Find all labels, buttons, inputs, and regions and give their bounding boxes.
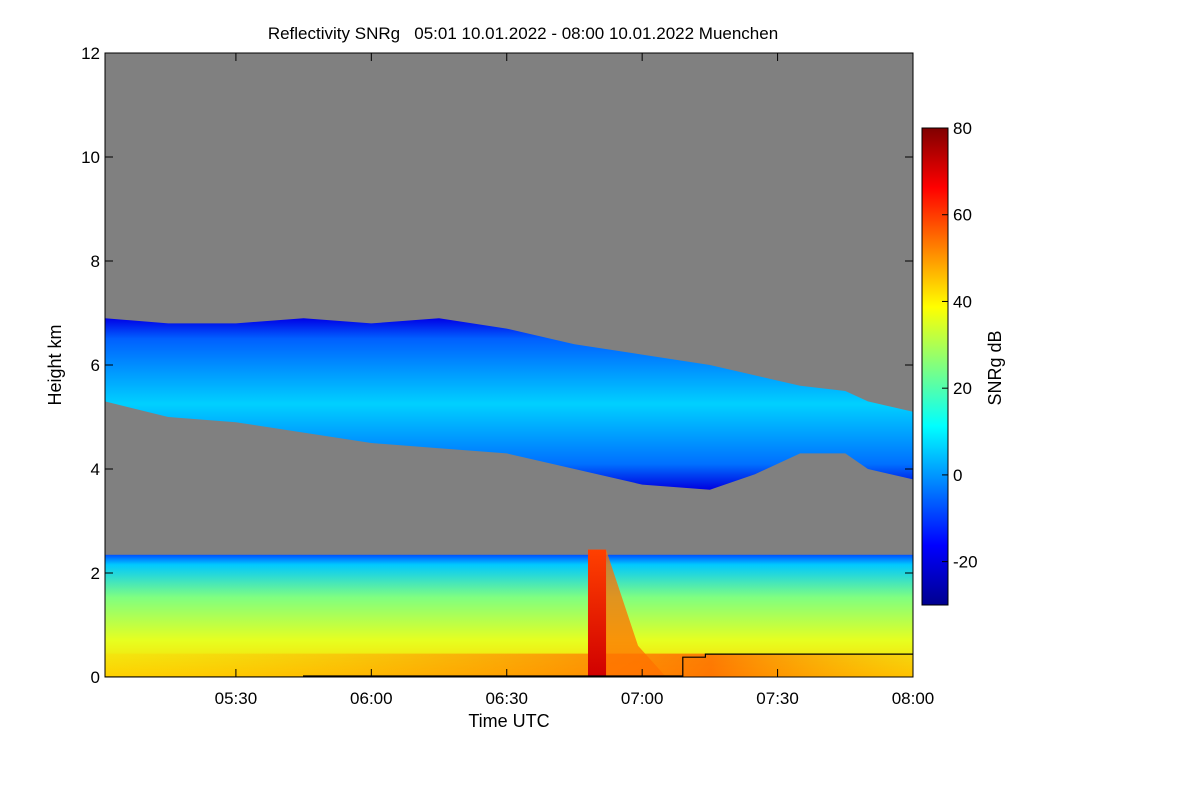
y-tick-label: 2 (91, 564, 100, 583)
y-tick-label: 12 (81, 44, 100, 63)
y-tick-label: 6 (91, 356, 100, 375)
plot-area (105, 53, 913, 677)
chart-title: Reflectivity SNRg 05:01 10.01.2022 - 08:… (268, 24, 778, 43)
colorbar-strip (921, 127, 949, 606)
x-tick-label: 08:00 (892, 689, 935, 708)
enhanced-echo-column (587, 549, 607, 677)
colorbar-tick-label: 60 (953, 206, 972, 225)
colorbar-tick-label: -20 (953, 553, 978, 572)
upper-cloud-layer (105, 318, 913, 490)
x-tick-label: 06:30 (485, 689, 528, 708)
y-tick-label: 0 (91, 668, 100, 687)
enhanced-echo-plume (587, 549, 667, 677)
near-surface-enhancement (105, 653, 913, 677)
colorbar-tick-label: 20 (953, 379, 972, 398)
colorbar-tick-label: 0 (953, 466, 962, 485)
colorbar: -20 0 20 40 60 80 (921, 119, 978, 606)
colorbar-label: SNRg dB (985, 330, 1005, 405)
axis-ticks: 05:30 06:00 06:30 07:00 07:30 08:00 0 2 4 6 8 10 12 (81, 44, 934, 708)
x-tick-label: 05:30 (215, 689, 258, 708)
y-tick-label: 4 (91, 460, 100, 479)
y-axis-label: Height km (45, 324, 65, 405)
y-tick-label: 10 (81, 148, 100, 167)
y-tick-label: 8 (91, 252, 100, 271)
x-tick-label: 07:00 (621, 689, 664, 708)
x-tick-label: 07:30 (756, 689, 799, 708)
colorbar-tick-label: 80 (953, 119, 972, 138)
colorbar-tick-label: 40 (953, 292, 972, 311)
x-tick-label: 06:00 (350, 689, 393, 708)
x-axis-label: Time UTC (468, 711, 549, 731)
